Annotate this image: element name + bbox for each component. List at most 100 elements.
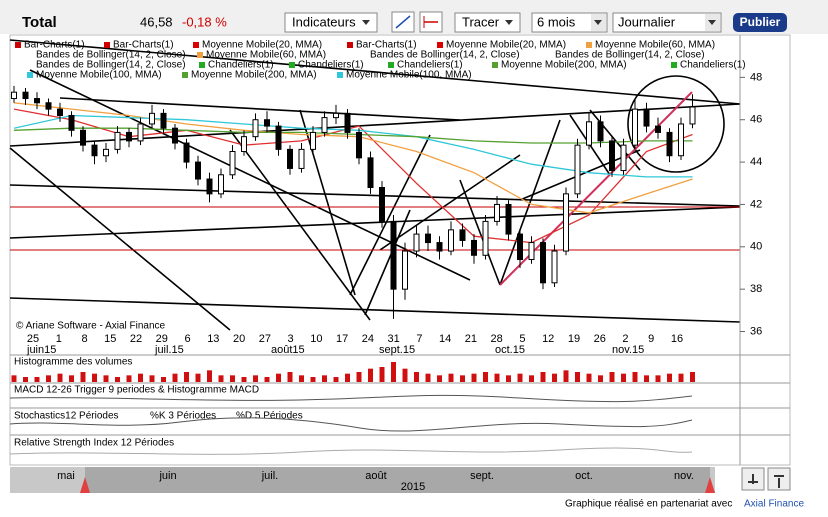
stock-price: 46,58: [140, 14, 173, 29]
legend-label: Moyenne Mobile(60, MMA): [206, 50, 326, 61]
candle-body: [344, 112, 351, 133]
volume-bar: [195, 373, 201, 382]
candle-body: [321, 117, 328, 133]
panel-title: %K 3 Périodes: [150, 411, 216, 422]
interval-dropdown[interactable]: [612, 12, 722, 33]
dropdown-label: Indicateurs: [292, 14, 356, 29]
candle-body: [528, 242, 535, 261]
candle-body: [574, 144, 581, 195]
volume-bar: [575, 372, 580, 382]
candle-body: [206, 178, 213, 195]
candle-body: [160, 112, 167, 129]
candle-body: [126, 131, 132, 142]
legend-label: Moyenne Mobile(200, MMA): [501, 60, 627, 71]
candle-body: [586, 121, 592, 146]
candle-body: [68, 114, 75, 131]
period-dropdown[interactable]: [531, 12, 608, 33]
x-tick-label: 19: [568, 333, 580, 345]
volume-bar: [690, 372, 695, 382]
candle-body: [310, 131, 316, 150]
candle-body: [241, 136, 247, 152]
volume-bar: [437, 375, 442, 382]
volume-bar: [540, 372, 546, 382]
candle-body: [172, 127, 178, 144]
volume-bar: [368, 368, 373, 382]
candle-body: [45, 102, 52, 110]
volume-bar: [184, 372, 189, 382]
legend-swatch: [671, 62, 677, 68]
navigator-handle[interactable]: [705, 477, 715, 493]
candle-body: [655, 125, 661, 133]
volume-bar: [310, 377, 316, 382]
candle-body: [275, 125, 282, 150]
volume-bar: [92, 373, 97, 382]
legend-swatch: [586, 42, 592, 48]
volume-bar: [678, 373, 684, 382]
y-tick-label: 42: [750, 198, 762, 210]
volume-bar: [621, 373, 626, 382]
volume-bar: [425, 373, 431, 382]
draw-dropdown[interactable]: [454, 12, 521, 33]
legend-label: Moyenne Mobile(20, MMA): [446, 40, 566, 51]
panel-title: Relative Strength Index 12 Périodes: [14, 438, 174, 449]
navigator-month: oct.: [575, 470, 593, 482]
candle-body: [11, 91, 17, 100]
legend-swatch: [193, 42, 199, 48]
volume-bar: [115, 377, 120, 382]
navigator-handle[interactable]: [80, 477, 90, 493]
navigator-window[interactable]: [85, 467, 710, 493]
button-label: Publier: [740, 15, 781, 29]
indicators-dropdown[interactable]: [284, 12, 378, 33]
navigator-month: juil.: [261, 470, 279, 482]
volume-bar: [379, 367, 385, 382]
zoom-button[interactable]: [767, 467, 791, 491]
candle-body: [218, 174, 224, 195]
x-tick-label: 5: [519, 333, 525, 345]
legend-label: Bar-Charts(1): [356, 40, 417, 51]
volume-bar: [80, 372, 86, 382]
dropdown-label: Journalier: [618, 14, 676, 29]
candle-body: [137, 123, 144, 142]
volume-bar: [23, 377, 28, 382]
candle-body: [103, 148, 109, 157]
footer-link[interactable]: Axial Finance: [744, 499, 804, 510]
candle-body: [597, 121, 604, 142]
volume-bar: [563, 370, 569, 382]
legend-label: Moyenne Mobile(60, MMA): [595, 40, 715, 51]
legend-label: Bandes de Bollinger(14, 2, Close): [36, 50, 186, 61]
candle-body: [183, 142, 190, 163]
x-tick-label: 13: [207, 333, 219, 345]
volume-bar: [402, 368, 408, 382]
volume-bar: [172, 373, 178, 382]
legend-label: Moyenne Mobile(20, MMA): [202, 40, 322, 51]
candle-body: [678, 123, 684, 157]
legend-label: Chandeliers(1): [208, 60, 274, 71]
legend-label: Moyenne Mobile(100, MMA): [346, 70, 472, 81]
candle-body: [264, 119, 270, 127]
x-tick-label: 20: [233, 333, 245, 345]
volume-bar: [586, 373, 592, 382]
candle-body: [149, 112, 155, 125]
legend-label: Chandeliers(1): [397, 60, 463, 71]
legend-swatch: [437, 42, 443, 48]
legend-label: Moyenne Mobile(100, MMA): [36, 70, 162, 81]
volume-bar: [471, 373, 477, 382]
line-tool[interactable]: [391, 11, 415, 33]
hline-tool[interactable]: [419, 11, 443, 33]
volume-bar: [460, 375, 465, 382]
volume-bar: [276, 373, 281, 382]
volume-bar: [483, 372, 488, 382]
volume-bar: [103, 375, 109, 382]
x-tick-label: 24: [362, 333, 374, 345]
x-tick-label: 7: [416, 333, 422, 345]
y-tick-label: 38: [750, 283, 762, 295]
publish-button[interactable]: [733, 13, 787, 32]
zoom-button[interactable]: [741, 467, 765, 491]
volume-bar: [149, 375, 155, 382]
candle-body: [57, 108, 63, 116]
volume-bar: [391, 362, 396, 382]
legend-swatch: [337, 72, 343, 78]
candle-body: [22, 91, 29, 100]
candle-body: [459, 229, 466, 241]
candle-body: [91, 144, 98, 157]
